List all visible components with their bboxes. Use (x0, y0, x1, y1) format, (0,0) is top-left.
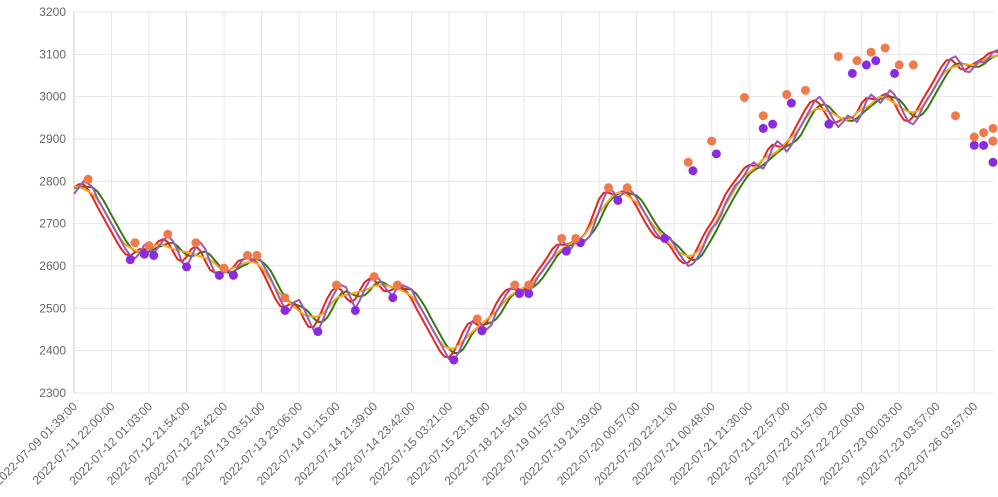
peak-marker (833, 51, 843, 61)
trough-marker (824, 119, 834, 129)
peak-marker (242, 250, 252, 260)
trough-marker (149, 250, 159, 260)
trough-marker (613, 195, 623, 205)
y-tick-label: 3000 (39, 90, 66, 104)
trough-marker (477, 326, 487, 336)
trough-marker (786, 98, 796, 108)
peak-marker (604, 183, 614, 193)
peak-marker (782, 90, 792, 100)
peak-marker (144, 241, 154, 251)
trough-marker (228, 270, 238, 280)
y-tick-label: 2300 (39, 386, 66, 400)
peak-marker (571, 233, 581, 243)
series-line (73, 50, 998, 359)
peak-marker (369, 272, 379, 282)
trough-marker (660, 233, 670, 243)
peak-marker (800, 85, 810, 95)
peak-marker (83, 174, 93, 184)
peak-marker (557, 233, 567, 243)
series-line (73, 54, 998, 350)
trough-marker (524, 289, 534, 299)
trough-marker (890, 68, 900, 78)
y-tick-label: 3100 (39, 47, 66, 61)
trough-marker (313, 327, 323, 337)
peak-marker (280, 293, 290, 303)
peak-marker (894, 60, 904, 70)
trough-marker (449, 355, 459, 365)
trough-marker (861, 60, 871, 70)
peak-marker (758, 111, 768, 121)
peak-marker (510, 280, 520, 290)
peak-marker (707, 136, 717, 146)
trough-marker (979, 140, 989, 150)
trough-marker (125, 255, 135, 265)
trough-marker (214, 270, 224, 280)
trough-marker (871, 56, 881, 66)
series-line (73, 49, 998, 361)
y-tick-label: 2900 (39, 132, 66, 146)
trough-marker (139, 249, 149, 259)
y-axis-tick-labels: 2300 2400 2500 2600 2700 2800 2900 3000 3100 3200 (39, 5, 66, 400)
peak-marker (191, 238, 201, 248)
peak-marker (393, 280, 403, 290)
y-gridlines (74, 11, 993, 394)
peak-marker (908, 60, 918, 70)
peak-marker (683, 157, 693, 167)
peak-marker (866, 47, 876, 57)
peak-marker (219, 263, 229, 273)
y-tick-label: 2700 (39, 217, 66, 231)
trough-marker (688, 166, 698, 176)
peak-marker (979, 128, 989, 138)
peak-marker (988, 136, 998, 146)
trough-marker (847, 68, 857, 78)
trough-marker (388, 293, 398, 303)
series-lines (73, 49, 998, 361)
trough-marker (561, 246, 571, 256)
pivot-markers (83, 43, 998, 365)
peak-marker (950, 111, 960, 121)
peak-marker (969, 132, 979, 142)
peak-marker (852, 56, 862, 66)
y-tick-label: 2600 (39, 259, 66, 273)
y-tick-label: 2400 (39, 344, 66, 358)
trough-marker (350, 305, 360, 315)
peak-marker (332, 280, 342, 290)
y-tick-label: 2800 (39, 174, 66, 188)
trough-marker (711, 149, 721, 159)
peak-marker (988, 123, 998, 133)
peak-marker (252, 250, 262, 260)
trough-marker (969, 140, 979, 150)
trough-marker (758, 123, 768, 133)
x-gridlines (73, 12, 975, 393)
y-tick-label: 2500 (39, 301, 66, 315)
trough-marker (514, 289, 524, 299)
peak-marker (880, 43, 890, 53)
trough-marker (280, 305, 290, 315)
trough-marker (182, 262, 192, 272)
peak-marker (472, 314, 482, 324)
trough-marker (988, 157, 998, 167)
peak-marker (622, 183, 632, 193)
y-tick-label: 3200 (39, 5, 66, 19)
peak-marker (739, 93, 749, 103)
peak-marker (524, 280, 534, 290)
trough-marker (768, 119, 778, 129)
peak-marker (163, 229, 173, 239)
peak-marker (130, 238, 140, 248)
